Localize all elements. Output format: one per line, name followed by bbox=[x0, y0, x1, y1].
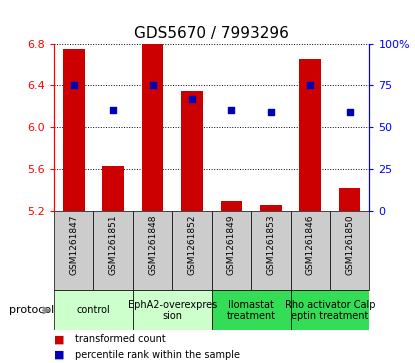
Text: Rho activator Calp
eptin treatment: Rho activator Calp eptin treatment bbox=[285, 299, 375, 321]
Bar bbox=[93, 211, 133, 290]
Point bbox=[228, 107, 235, 113]
Bar bbox=[172, 211, 212, 290]
Bar bbox=[339, 188, 361, 211]
Bar bbox=[212, 211, 251, 290]
Bar bbox=[63, 49, 85, 211]
Text: percentile rank within the sample: percentile rank within the sample bbox=[75, 350, 240, 360]
Text: EphA2-overexpres
sion: EphA2-overexpres sion bbox=[127, 299, 217, 321]
Point bbox=[189, 96, 195, 102]
Text: GSM1261853: GSM1261853 bbox=[266, 215, 275, 275]
Text: GSM1261846: GSM1261846 bbox=[306, 215, 315, 275]
Text: transformed count: transformed count bbox=[75, 334, 166, 344]
Text: ■: ■ bbox=[54, 350, 64, 360]
Bar bbox=[290, 211, 330, 290]
Text: Ilomastat
treatment: Ilomastat treatment bbox=[227, 299, 276, 321]
Point bbox=[149, 82, 156, 88]
Bar bbox=[330, 211, 369, 290]
Bar bbox=[212, 290, 290, 330]
Text: GSM1261851: GSM1261851 bbox=[109, 215, 117, 275]
Bar bbox=[133, 211, 172, 290]
Text: GSM1261847: GSM1261847 bbox=[69, 215, 78, 275]
Point bbox=[110, 107, 117, 113]
Bar bbox=[102, 166, 124, 211]
Bar bbox=[142, 44, 164, 211]
Bar bbox=[54, 290, 133, 330]
Bar bbox=[251, 211, 290, 290]
Bar bbox=[54, 211, 93, 290]
Bar bbox=[260, 205, 282, 211]
Text: GSM1261848: GSM1261848 bbox=[148, 215, 157, 275]
Text: GSM1261852: GSM1261852 bbox=[188, 215, 196, 275]
Bar bbox=[220, 201, 242, 211]
Text: control: control bbox=[76, 305, 110, 315]
Bar bbox=[133, 290, 212, 330]
Bar bbox=[299, 59, 321, 211]
Bar bbox=[181, 90, 203, 211]
Point bbox=[347, 109, 353, 115]
Point bbox=[307, 82, 314, 88]
Point bbox=[71, 82, 77, 88]
Title: GDS5670 / 7993296: GDS5670 / 7993296 bbox=[134, 26, 289, 41]
Text: ■: ■ bbox=[54, 334, 64, 344]
Text: GSM1261849: GSM1261849 bbox=[227, 215, 236, 275]
Point bbox=[268, 109, 274, 115]
Text: protocol: protocol bbox=[9, 305, 54, 315]
Bar bbox=[290, 290, 369, 330]
Text: GSM1261850: GSM1261850 bbox=[345, 215, 354, 275]
